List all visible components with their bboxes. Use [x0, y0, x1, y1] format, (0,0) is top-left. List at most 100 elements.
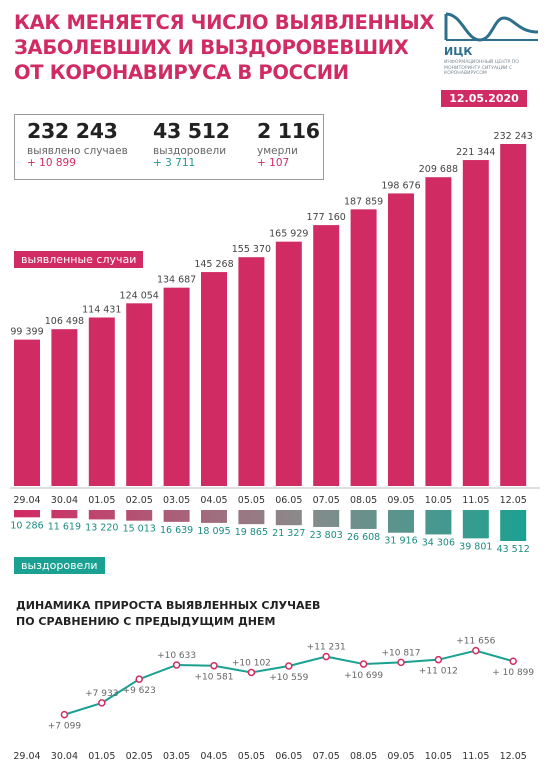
cases-bar [425, 177, 452, 486]
recovered-value-label: 39 801 [459, 541, 492, 552]
growth-date-label: 11.05 [462, 751, 489, 762]
date-tick-label: 02.05 [126, 495, 153, 506]
recovered-value-label: 43 512 [497, 544, 530, 555]
cases-bar [500, 144, 527, 486]
cases-bar [313, 225, 340, 486]
cases-value-label: 134 687 [157, 275, 196, 286]
cases-bar [275, 241, 302, 486]
cases-bar [14, 339, 40, 486]
cases-value-label: 198 676 [381, 180, 420, 191]
growth-value-label: +11 012 [419, 667, 458, 677]
recovered-value-label: 18 095 [197, 526, 230, 537]
growth-date-label: 05.05 [238, 751, 265, 762]
stat-recovered-value: 43 512 [153, 119, 230, 143]
growth-value-label: +10 633 [157, 651, 196, 661]
growth-value-label: + 10 899 [492, 668, 534, 678]
recovered-value-label: 19 865 [235, 527, 268, 538]
logo-name: ИЦК [444, 45, 473, 58]
growth-value-label: +10 699 [344, 671, 383, 681]
stat-deaths-label: умерли [257, 145, 298, 157]
cases-bar [462, 160, 489, 487]
growth-value-label: +10 559 [269, 673, 308, 683]
growth-point [509, 657, 517, 665]
growth-value-label: +7 933 [85, 689, 118, 699]
page-title: Как меняется число выявленных заболевших… [14, 10, 435, 85]
growth-value-label: +9 623 [123, 686, 156, 696]
stat-cases-delta: + 10 899 [27, 157, 76, 169]
date-tick-label: 07.05 [313, 495, 340, 506]
title-line: заболевших и выздоровевших [14, 36, 409, 59]
growth-date-label: 08.05 [350, 751, 377, 762]
cases-value-label: 99 399 [10, 327, 43, 338]
growth-point [98, 699, 106, 707]
cases-tag: выявленные случаи [14, 251, 144, 268]
recovered-bar [238, 510, 265, 525]
cases-bar [238, 257, 265, 486]
stat-cases-value: 232 243 [27, 119, 118, 143]
growth-date-label: 09.05 [387, 751, 414, 762]
subtitle-line: Динамика прироста выявленных случаев [16, 599, 321, 612]
date-tick-label: 06.05 [275, 495, 302, 506]
growth-value-label: +10 102 [232, 658, 271, 668]
growth-date-label: 03.05 [163, 751, 190, 762]
growth-point [397, 658, 405, 667]
growth-date-label: 04.05 [200, 751, 227, 762]
stat-cases-label: выявлено случаев [27, 145, 128, 157]
growth-value-label: +10 581 [194, 673, 233, 683]
growth-point [359, 660, 368, 668]
cases-value-label: 106 498 [45, 316, 84, 327]
recovered-bar [51, 510, 78, 519]
cases-value-label: 177 160 [307, 212, 346, 223]
growth-date-label: 02.05 [126, 751, 153, 762]
recovered-value-label: 11 619 [48, 521, 81, 532]
date-tick-label: 29.04 [13, 495, 40, 506]
cases-bar [350, 209, 377, 486]
stat-recovered: 43 512 выздоровели + 3 711 [153, 119, 230, 169]
growth-value-label: +11 656 [456, 637, 495, 647]
growth-point [472, 646, 480, 655]
recovered-bar [88, 510, 115, 520]
date-tick-label: 08.05 [350, 495, 377, 506]
recovered-value-label: 15 013 [123, 524, 156, 535]
growth-value-label: +10 817 [381, 648, 420, 658]
date-tick-label: 03.05 [163, 495, 190, 506]
recovered-value-label: 10 286 [10, 520, 43, 531]
growth-date-label: 01.05 [88, 751, 115, 762]
cases-value-label: 187 859 [344, 196, 383, 207]
cases-value-label: 124 054 [120, 290, 159, 301]
stat-deaths-value: 2 116 [257, 119, 320, 143]
date-badge: 12.05.2020 [441, 90, 527, 107]
recovered-value-label: 31 916 [384, 536, 417, 547]
growth-point [322, 652, 330, 661]
growth-point [247, 668, 256, 677]
date-tick-label: 12.05 [500, 495, 527, 506]
growth-point [60, 710, 69, 719]
recovered-bar [163, 510, 190, 522]
growth-date-label: 12.05 [500, 751, 527, 762]
cases-bar [388, 193, 414, 487]
recovered-bar [425, 510, 452, 535]
recovered-bar [500, 510, 527, 541]
cases-bar [88, 317, 115, 486]
cases-value-label: 155 370 [232, 244, 271, 255]
recovered-bar [462, 510, 489, 539]
recovered-bar [201, 510, 227, 523]
growth-value-label: +7 099 [48, 722, 82, 732]
growth-date-label: 06.05 [275, 751, 302, 762]
growth-value-label: +11 231 [307, 643, 346, 653]
stat-recovered-label: выздоровели [153, 145, 227, 157]
growth-point [135, 675, 143, 683]
cases-bar [126, 303, 153, 486]
cases-value-label: 232 243 [494, 131, 533, 142]
stat-deaths-delta: + 107 [257, 157, 290, 169]
logo-mark-icon [444, 12, 539, 42]
cases-value-label: 209 688 [419, 164, 458, 175]
date-tick-label: 10.05 [425, 495, 452, 506]
title-line: Как меняется число выявленных [14, 11, 435, 34]
recovered-bar [313, 510, 340, 527]
growth-date-label: 29.04 [13, 751, 40, 762]
growth-date-label: 30.04 [51, 751, 78, 762]
stat-recovered-delta: + 3 711 [153, 157, 196, 169]
recovered-value-label: 13 220 [85, 522, 118, 533]
